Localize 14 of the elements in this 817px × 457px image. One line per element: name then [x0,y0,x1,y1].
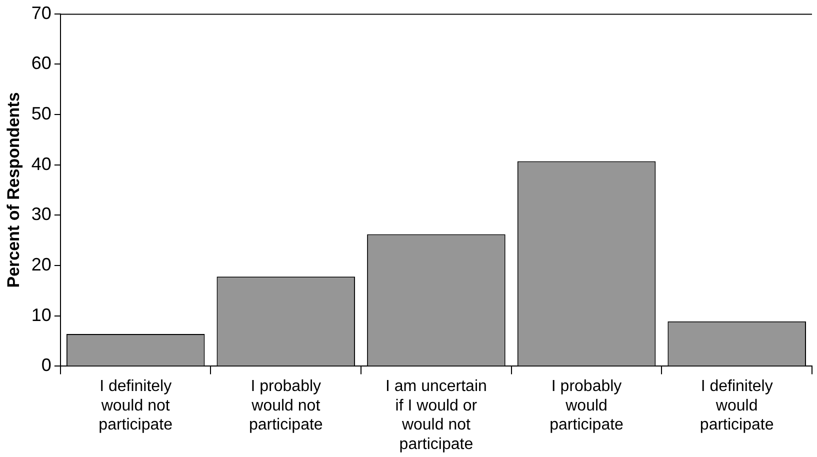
x-tick-label: I probably would participate [550,378,624,434]
y-tick-label: 30 [31,204,52,224]
x-tick-label: I am uncertain if I would or would not participate [386,378,487,453]
y-tick-label: 60 [31,53,52,74]
y-axis-title: Percent of Respondents [4,92,23,288]
x-tick-label: I probably would not participate [248,378,323,434]
y-tick-label: 0 [41,355,52,376]
x-tick-label: I definitely would not participate [98,378,173,434]
y-tick-label: 40 [31,154,52,174]
y-tick-label: 10 [31,304,52,325]
x-tick-label: I definitely would participate [700,378,774,434]
y-tick-label: 70 [31,2,52,23]
y-tick-label: 20 [31,254,52,274]
y-tick-label: 50 [31,103,52,124]
